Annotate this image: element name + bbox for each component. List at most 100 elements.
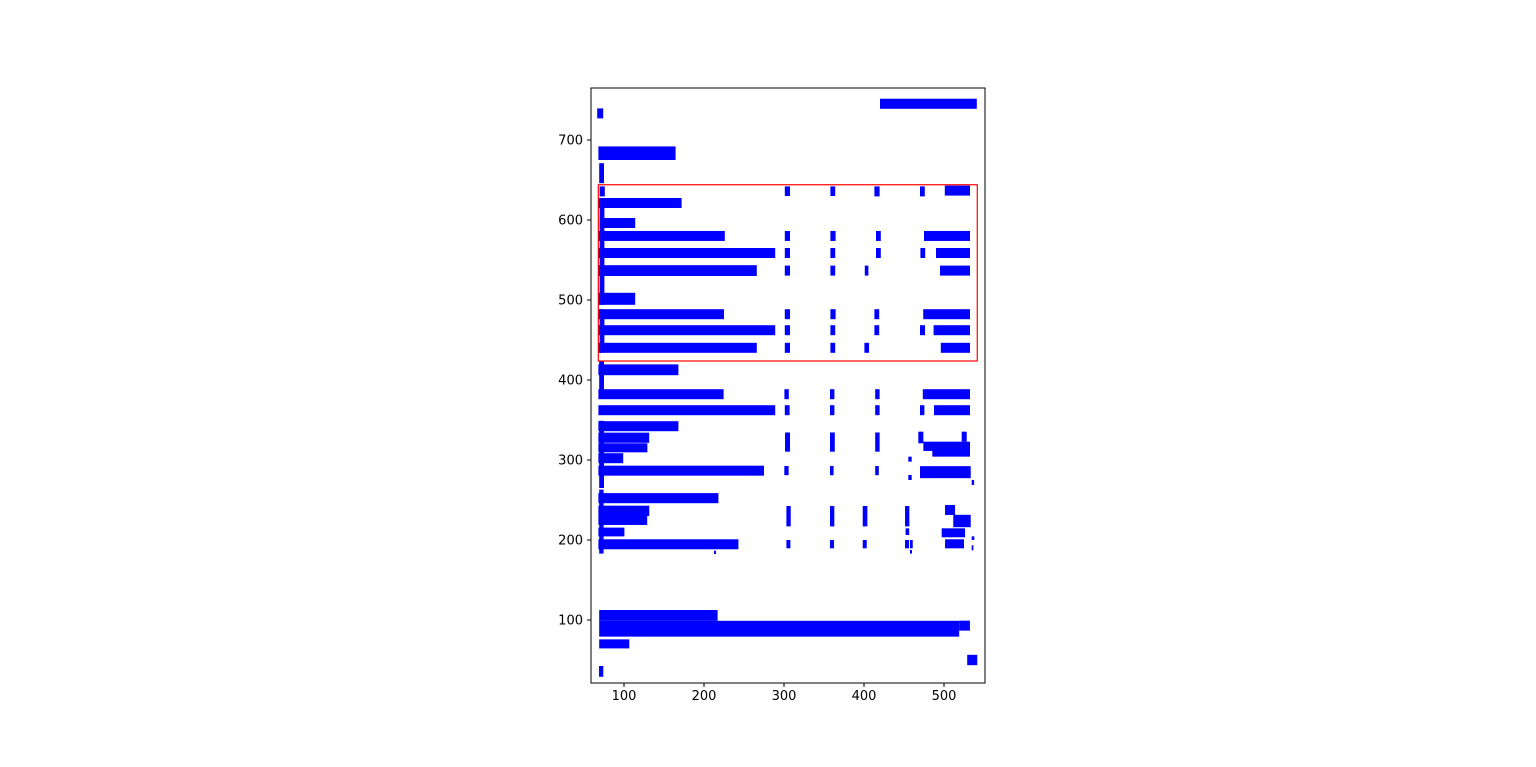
text-bounding-box	[598, 265, 757, 276]
text-bounding-box	[784, 466, 789, 476]
text-bounding-box	[874, 325, 880, 336]
text-bounding-box	[599, 666, 604, 677]
text-bounding-box	[908, 474, 912, 480]
text-bounding-box	[598, 248, 776, 258]
text-bounding-box	[599, 360, 604, 396]
text-bounding-box	[918, 431, 924, 444]
y-tick-label: 700	[558, 134, 583, 149]
text-bounding-box	[862, 540, 867, 549]
text-bounding-box	[920, 466, 971, 479]
x-tick-label: 400	[852, 689, 877, 704]
text-bounding-box	[830, 265, 836, 276]
y-tick-label: 600	[558, 214, 583, 229]
text-bounding-box	[971, 480, 975, 485]
text-bounding-box	[599, 620, 960, 637]
text-bounding-box	[598, 146, 676, 160]
text-bounding-box	[830, 248, 836, 258]
text-bounding-box	[922, 389, 970, 400]
text-bounding-box	[598, 465, 764, 476]
text-bounding-box	[598, 292, 636, 305]
y-tick-label: 400	[558, 374, 583, 389]
text-bounding-box	[908, 456, 912, 462]
y-tick-label: 200	[558, 534, 583, 549]
axes-frame	[590, 87, 986, 684]
text-bounding-box	[959, 620, 970, 631]
text-bounding-box	[945, 539, 964, 549]
text-bounding-box	[862, 506, 868, 527]
text-bounding-box	[936, 248, 970, 258]
text-bounding-box	[874, 186, 880, 197]
text-bounding-box	[784, 265, 790, 276]
text-bounding-box	[598, 505, 650, 516]
text-bounding-box	[934, 405, 970, 416]
y-tick-label: 100	[558, 614, 583, 629]
text-bounding-box	[784, 230, 790, 241]
text-bounding-box	[971, 536, 975, 540]
text-bounding-box	[910, 550, 912, 554]
x-tick-label: 200	[692, 689, 717, 704]
text-bounding-box	[961, 431, 967, 442]
x-tick-label: 500	[932, 689, 957, 704]
text-bounding-box	[967, 654, 978, 666]
text-bounding-box	[784, 389, 789, 400]
text-bounding-box	[940, 265, 970, 276]
text-bounding-box	[784, 186, 790, 196]
text-bounding-box	[599, 610, 718, 621]
text-bounding-box	[875, 405, 880, 416]
text-bounding-box	[875, 389, 880, 400]
text-bounding-box	[598, 421, 679, 432]
text-bounding-box	[599, 186, 605, 197]
text-bounding-box	[598, 325, 776, 336]
text-bounding-box	[598, 230, 725, 241]
y-tick-label: 500	[558, 294, 583, 309]
text-bounding-box	[785, 432, 790, 452]
text-bounding-box	[933, 325, 970, 336]
text-bounding-box	[598, 527, 625, 537]
highlight-region-rect	[597, 184, 978, 362]
text-bounding-box	[598, 539, 739, 550]
text-bounding-box	[830, 540, 834, 549]
text-bounding-box	[830, 466, 834, 476]
text-bounding-box	[874, 309, 880, 320]
text-bounding-box	[784, 309, 790, 320]
text-bounding-box	[784, 325, 790, 336]
text-bounding-box	[944, 185, 970, 196]
text-bounding-box	[920, 405, 925, 416]
text-bounding-box	[598, 342, 757, 353]
text-bounding-box	[880, 98, 977, 109]
text-bounding-box	[598, 405, 776, 416]
x-tick-label: 300	[772, 689, 797, 704]
text-bounding-box	[830, 405, 835, 416]
text-bounding-box	[923, 441, 970, 451]
text-bounding-box	[945, 504, 956, 515]
text-bounding-box	[598, 443, 648, 453]
text-bounding-box	[784, 405, 790, 416]
text-bounding-box	[830, 432, 835, 452]
text-bounding-box	[932, 450, 970, 457]
text-bounding-box	[830, 186, 836, 196]
text-bounding-box	[784, 342, 790, 353]
text-bounding-box	[876, 248, 881, 258]
y-tick-label: 300	[558, 454, 583, 469]
text-bounding-box	[971, 545, 974, 551]
text-bounding-box	[905, 540, 910, 549]
text-bounding-box	[784, 248, 790, 258]
text-bounding-box	[786, 506, 791, 527]
text-bounding-box	[875, 466, 879, 476]
text-bounding-box	[598, 389, 724, 400]
text-bounding-box	[598, 364, 679, 376]
x-tick-label: 100	[612, 689, 637, 704]
text-bounding-box	[953, 514, 971, 528]
text-bounding-box	[598, 198, 682, 208]
text-bounding-box	[830, 342, 836, 353]
text-bounding-box	[599, 163, 604, 184]
text-bounding-box	[920, 325, 926, 336]
text-bounding-box	[830, 309, 836, 320]
text-bounding-box	[598, 516, 648, 525]
text-bounding-box	[864, 342, 870, 353]
text-bounding-box	[910, 540, 913, 549]
text-bounding-box	[940, 342, 970, 353]
text-bounding-box	[830, 389, 835, 400]
